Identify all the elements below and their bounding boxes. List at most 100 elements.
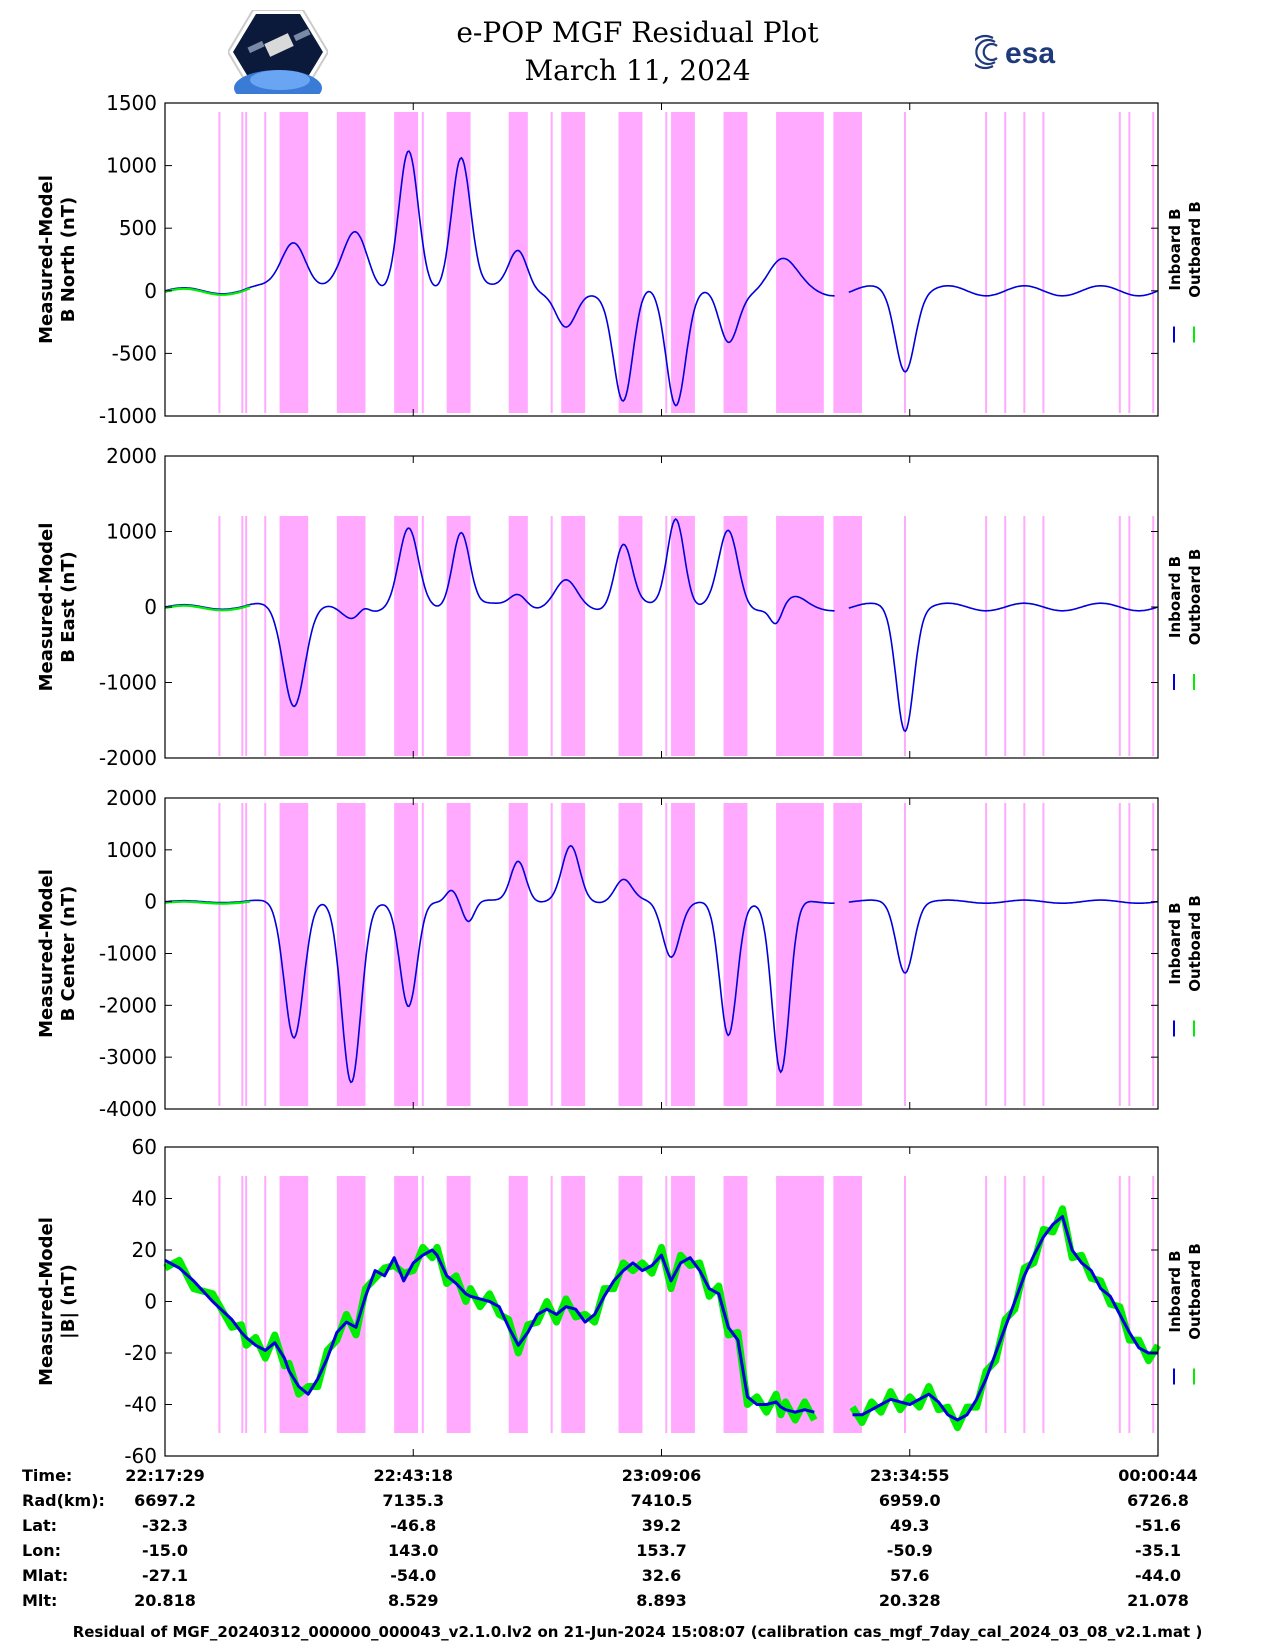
inboard-series-line [164,518,835,708]
y-tick-label: -2000 [99,746,157,770]
x-axis-mlt-value: 8.893 [636,1591,687,1610]
shaded-interval [446,112,471,413]
shaded-interval [508,516,528,756]
shaded-interval [833,516,863,756]
x-axis-mlat-value: -44.0 [1134,1566,1182,1585]
x-axis-rad-value: 7410.5 [630,1491,693,1510]
x-axis-time-value: 22:17:29 [125,1466,205,1485]
x-axis-rad-value: 6959.0 [878,1491,941,1510]
legend-inboard-label: Inboard B [1166,1250,1184,1332]
y-tick-label: -3000 [99,1045,157,1069]
legend: Inboard B Outboard B [1166,1243,1204,1340]
inboard-series-line [852,1215,1158,1422]
outboard-series-line [163,1243,818,1424]
panel-center: 2000 1000 0 -1000 -2000 -3000 -4000 Measured-Mo… [36,786,1204,1121]
y-tick-label: -1000 [99,404,157,428]
plot-frame [164,797,1159,1110]
x-axis-lon-value: 143.0 [387,1541,439,1560]
shaded-interval [618,1176,643,1433]
shaded-interval [561,1176,586,1433]
shaded-interval [671,516,695,756]
y-tick-label: 60 [132,1135,157,1159]
plot-date: March 11, 2024 [524,54,751,87]
shaded-interval [776,112,824,413]
y-tick-label: 1500 [106,91,157,115]
shaded-interval [508,112,528,413]
shaded-interval [833,1176,863,1433]
legend-outboard-label: Outboard B [1186,549,1204,646]
shaded-interval [279,803,309,1106]
row-label-lon: Lon: [22,1541,61,1560]
legend-inboard-label: Inboard B [1166,556,1184,638]
shaded-interval [618,112,643,413]
shaded-interval [723,112,748,413]
x-axis-mlt-value: 20.328 [878,1591,941,1610]
cassiope-logo [228,10,328,94]
y-tick-label: 0 [144,890,157,914]
inboard-series-line [848,899,1159,974]
x-axis-lon-value: 153.7 [636,1541,687,1560]
shaded-interval [336,112,366,413]
x-axis-mlt-value: 8.529 [387,1591,439,1610]
inboard-series-line [848,284,1159,373]
y-tick-label: -1000 [99,942,157,966]
shaded-interval [508,1176,528,1433]
row-label-mlt: Mlt: [22,1591,58,1610]
shaded-interval [671,803,695,1106]
legend-outboard-label: Outboard B [1186,895,1204,992]
x-axis-mlt-value: 21.078 [1127,1591,1189,1610]
shaded-interval [446,516,471,756]
row-label-rad: Rad(km): [22,1491,105,1510]
x-axis-time-value: 22:43:18 [373,1466,454,1485]
plot-frame [164,102,1159,417]
y-tick-label: 1000 [106,838,157,862]
x-axis-mlat-value: -27.1 [141,1566,189,1585]
x-axis-lat-value: 39.2 [641,1516,682,1535]
shaded-interval [671,1176,695,1433]
y-tick-label: 20 [132,1238,157,1262]
y-axis-label: Measured-ModelB Center (nT) [36,869,79,1038]
panel-magnitude: 60 40 20 0 -20 -40 -60 Measured-Model|B| (nT) In… [36,1135,1204,1468]
outboard-series-line [164,287,251,296]
y-tick-label: -40 [124,1393,157,1417]
y-tick-label: 1000 [106,154,157,178]
y-axis-label: Measured-Model|B| (nT) [36,1217,79,1386]
shaded-interval [394,803,419,1106]
shaded-interval [279,516,309,756]
legend: Inboard B Outboard B [1166,201,1204,298]
y-axis-label: Measured-ModelB North (nT) [36,175,79,344]
legend-outboard-label: Outboard B [1186,1243,1204,1340]
shaded-interval [618,516,643,756]
shaded-interval [394,112,419,413]
y-axis-label-line2: B Center (nT) [58,886,79,1022]
x-axis-lat-value: 49.3 [890,1516,930,1535]
y-tick-label: 500 [119,216,157,240]
x-axis-time-value: 23:09:06 [621,1466,702,1485]
panel-east: 2000 1000 0 -1000 -2000 Measured-ModelB East … [36,444,1204,770]
x-axis-rad-value: 6697.2 [134,1491,196,1510]
y-axis-label-line1: Measured-Model [36,869,57,1038]
y-axis-label: Measured-ModelB East (nT) [36,523,79,692]
x-axis-time-value: 00:00:44 [1118,1466,1198,1485]
y-axis-label-line2: B East (nT) [58,551,79,663]
shaded-interval [776,1176,824,1433]
y-axis-label-line1: Measured-Model [36,523,57,692]
y-tick-label: -1000 [99,671,157,695]
x-axis-lon-value: -35.1 [1134,1541,1182,1560]
inboard-series-line [164,1248,815,1414]
shaded-interval [279,112,309,413]
y-tick-label: -2000 [99,993,157,1017]
shaded-interval [833,803,863,1106]
legend-outboard-label: Outboard B [1186,201,1204,298]
shaded-interval [336,516,366,756]
legend-inboard-label: Inboard B [1166,902,1184,984]
panel-north: 1500 1000 500 0 -500 -1000 Measured-ModelB Nor… [36,91,1204,428]
x-axis-lon-value: -15.0 [141,1541,189,1560]
plot-frame [164,1146,1159,1457]
x-axis-mlt-value: 20.818 [134,1591,196,1610]
y-tick-label: 0 [144,595,157,619]
outboard-series-line [164,604,251,612]
x-axis-mlat-value: -54.0 [390,1566,437,1585]
y-axis-label-line2: B North (nT) [58,197,79,323]
